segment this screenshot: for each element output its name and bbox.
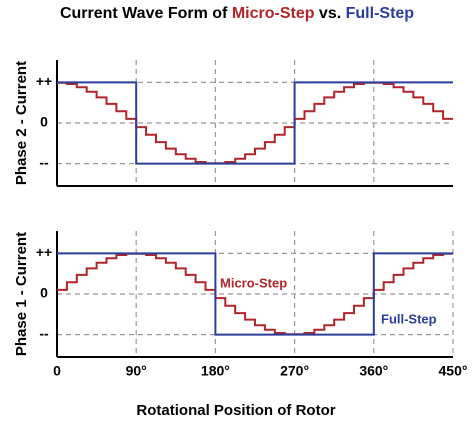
y-tick-label: ++ <box>36 73 52 89</box>
x-tick-label: 450° <box>439 363 468 379</box>
series-label: Full-Step <box>381 311 437 326</box>
x-tick-label: 0 <box>53 363 61 379</box>
x-tick-label: 360° <box>359 363 388 379</box>
y-axis-label: Phase 2 - Current <box>13 61 30 185</box>
y-tick-label: 0 <box>40 285 48 301</box>
series-line <box>57 252 453 336</box>
y-axis-label: Phase 1 - Current <box>13 232 30 356</box>
series-line <box>57 81 453 165</box>
x-tick-label: 90° <box>126 363 147 379</box>
y-tick-label: -- <box>39 154 49 170</box>
x-tick-label: 270° <box>280 363 309 379</box>
series-label: Micro-Step <box>220 275 287 290</box>
y-tick-label: 0 <box>40 114 48 130</box>
y-tick-label: -- <box>39 325 49 341</box>
x-tick-label: 180° <box>201 363 230 379</box>
series-line <box>57 252 453 336</box>
x-axis-label: Rotational Position of Rotor <box>136 402 335 419</box>
series-line <box>57 81 453 165</box>
y-tick-label: ++ <box>36 244 52 260</box>
chart-title: Current Wave Form of Micro-Step vs. Full… <box>60 5 414 22</box>
